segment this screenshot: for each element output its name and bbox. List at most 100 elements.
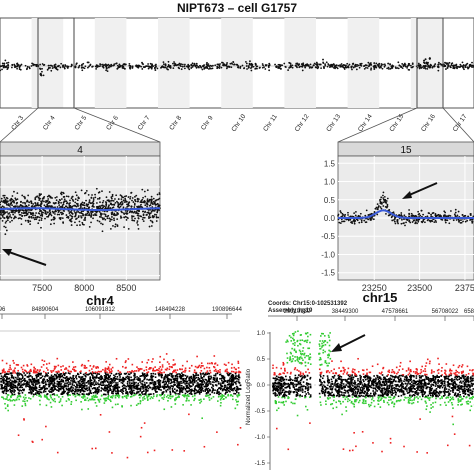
overview-point: [304, 66, 307, 69]
browser-point: [127, 395, 129, 397]
browser-point: [133, 387, 136, 389]
overview-point: [254, 62, 257, 65]
browser-point: [237, 362, 240, 364]
data-point: [82, 210, 85, 213]
data-point: [132, 215, 135, 218]
browser-point: [209, 393, 211, 396]
overview-point: [307, 64, 309, 66]
data-point: [400, 212, 403, 214]
browser-point: [84, 365, 86, 367]
browser-point: [130, 379, 133, 382]
overview-point: [254, 67, 257, 70]
browser-point: [12, 359, 15, 362]
data-point: [85, 203, 88, 205]
data-point: [143, 200, 146, 203]
browser-point: [166, 361, 169, 363]
browser-point: [225, 396, 227, 399]
data-point: [24, 219, 27, 222]
overview-point: [408, 68, 411, 71]
browser-point: [176, 385, 178, 387]
browser-point: [77, 390, 79, 393]
data-point: [142, 196, 144, 199]
browser-point: [200, 375, 202, 377]
highlight-box-chr4: [37, 17, 75, 109]
browser-point: [156, 394, 158, 396]
browser-point: [10, 395, 12, 398]
data-point: [91, 201, 94, 204]
overview-point: [122, 63, 125, 66]
data-point: [28, 209, 31, 211]
data-point: [149, 219, 152, 222]
overview-point: [309, 63, 312, 66]
browser-point: [124, 367, 127, 369]
data-point: [113, 219, 116, 222]
browser-point: [104, 369, 106, 372]
browser-point: [33, 371, 36, 374]
browser-point: [208, 390, 211, 392]
browser-point: [158, 394, 161, 396]
data-point: [382, 197, 385, 199]
browser-point: [22, 396, 25, 399]
data-point: [390, 216, 393, 219]
browser-point: [98, 379, 100, 382]
data-point: [7, 212, 10, 215]
data-point: [469, 213, 472, 215]
browser-point: [14, 367, 16, 370]
browser-point: [221, 385, 224, 388]
overview-point: [3, 62, 6, 65]
data-point: [95, 206, 98, 208]
browser-point: [216, 379, 218, 382]
browser-point: [238, 370, 241, 373]
browser-point: [169, 372, 171, 375]
overview-point: [322, 61, 324, 64]
browser-point: [121, 391, 123, 394]
overview-point: [7, 64, 9, 66]
browser-point: [217, 400, 219, 402]
browser-point: [75, 399, 77, 402]
x-tick-label: 8500: [116, 283, 136, 293]
browser-point: [48, 362, 51, 365]
browser-point: [152, 358, 154, 360]
y-tick-label: -1.5: [321, 269, 335, 278]
data-point: [11, 204, 13, 207]
data-point: [70, 197, 73, 200]
data-point: [454, 211, 457, 214]
browser-point: [98, 401, 101, 403]
zoom-connector-chr4-left: [0, 107, 39, 143]
data-point: [111, 193, 114, 196]
browser-point: [126, 393, 129, 395]
overview-point: [464, 66, 467, 69]
overview-point: [129, 67, 132, 70]
overview-point: [46, 68, 49, 71]
overview-point: [106, 70, 109, 73]
chromosome-label: Chr 5: [74, 114, 89, 131]
overview-point: [424, 58, 427, 61]
browser-point: [224, 393, 227, 395]
overview-point: [191, 66, 194, 68]
data-point: [108, 204, 110, 207]
browser-point: [17, 376, 19, 378]
overview-point: [246, 68, 248, 70]
data-point: [19, 204, 22, 206]
browser-point: [0, 375, 3, 377]
browser-point: [230, 370, 233, 373]
chr4-strip-label: 4: [77, 145, 83, 156]
overview-point: [437, 61, 440, 64]
browser-point: [82, 393, 85, 396]
data-point: [119, 215, 122, 218]
data-point: [408, 215, 410, 218]
data-point: [75, 211, 78, 214]
browser-point: [95, 383, 98, 386]
browser-point: [140, 385, 142, 388]
browser-point: [198, 388, 200, 391]
overview-point: [339, 64, 342, 66]
browser-point: [72, 394, 75, 396]
overview-point: [88, 65, 90, 68]
data-point: [101, 201, 104, 204]
data-point: [7, 216, 10, 219]
data-point: [430, 215, 433, 218]
browser-point: [24, 394, 27, 396]
browser-point: [165, 353, 168, 355]
data-point: [99, 206, 102, 209]
overview-point: [388, 68, 390, 70]
